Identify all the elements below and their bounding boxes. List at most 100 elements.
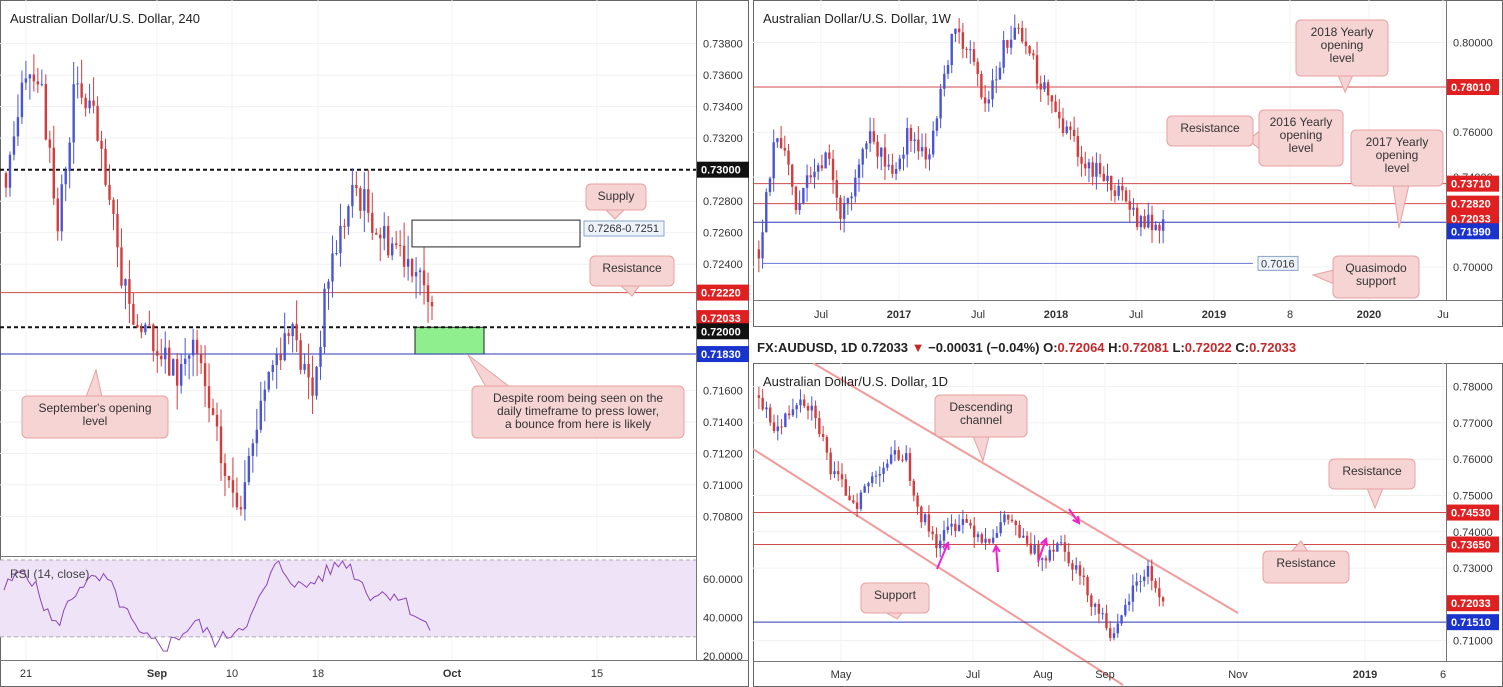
candle (1158, 577, 1161, 607)
candle-body (283, 333, 286, 361)
h4-chart-svg[interactable]: 0.7268-0.7251 RSI (14, close) 0.73800 0.7… (0, 0, 749, 687)
candle (829, 447, 832, 480)
candle-body (1098, 162, 1102, 174)
candle (1139, 214, 1143, 237)
candle (886, 459, 889, 471)
daily-chart-title: Australian Dollar/U.S. Dollar, 1D (763, 374, 948, 389)
daily-chart-panel[interactable]: 0.78000 0.77000 0.76000 0.75000 0.74000 0.730… (753, 363, 1503, 687)
infobar-close-label: C: (1235, 340, 1250, 355)
arrow-line (1037, 538, 1047, 563)
candle (227, 475, 231, 488)
candle-body (923, 514, 927, 523)
candle (1035, 41, 1039, 90)
candle-body (848, 495, 851, 501)
candle-body (957, 28, 961, 33)
candle (880, 147, 883, 171)
y-tick-label: 0.71000 (1453, 636, 1493, 648)
h4-chart-panel[interactable]: 0.7268-0.7251 RSI (14, close) 0.73800 0.7… (0, 0, 749, 687)
daily-chart-svg[interactable]: 0.78000 0.77000 0.76000 0.75000 0.74000 0.730… (753, 363, 1503, 687)
candle-body (1113, 190, 1117, 196)
candle-body (942, 530, 946, 541)
candle (854, 169, 857, 203)
rsi-line (3, 559, 431, 652)
candle-body (339, 225, 342, 254)
candle (805, 164, 809, 202)
candle-body (854, 177, 857, 197)
candle-body (315, 366, 318, 396)
candle-body (60, 184, 63, 232)
candle (327, 278, 330, 310)
candle-body (794, 186, 798, 210)
candle (414, 257, 418, 299)
candle-body (839, 197, 842, 219)
price-tag-blue: 0.71510 (1447, 614, 1499, 631)
rsi-label: RSI (14, close) (10, 567, 89, 581)
candle-body (207, 386, 211, 409)
candle-body (80, 83, 83, 98)
candle-body (1082, 575, 1085, 578)
candle (72, 61, 75, 164)
candle-body (398, 245, 402, 247)
candle (835, 170, 838, 211)
candle (1112, 627, 1116, 641)
candle (787, 143, 790, 176)
candle-body (1091, 162, 1094, 177)
candle-body (1021, 28, 1024, 42)
price-tag-red: 0.72033 (697, 310, 749, 327)
candle-body (96, 105, 99, 141)
candle-body (1050, 95, 1054, 102)
candle-body (36, 81, 40, 85)
rsi-band (0, 560, 696, 637)
candle (1086, 574, 1089, 603)
candle-body (857, 164, 861, 178)
candle (8, 151, 12, 197)
candle-body (335, 253, 338, 255)
candle (902, 146, 905, 171)
candle (1037, 540, 1040, 567)
candle (1150, 559, 1153, 591)
candle (784, 412, 787, 428)
candle-body (965, 48, 968, 50)
candle (311, 355, 314, 414)
candle (946, 517, 949, 534)
candle (916, 492, 919, 515)
price-tag-label: 0.72220 (701, 288, 741, 300)
candle-body (383, 226, 386, 239)
candle-body (829, 452, 832, 475)
candle (1128, 189, 1131, 223)
candle (972, 41, 976, 66)
candle (20, 70, 24, 124)
candle (923, 512, 927, 526)
candle-body (840, 474, 844, 480)
candle (840, 463, 844, 488)
candle (1127, 593, 1131, 612)
candle (772, 129, 775, 192)
callout-box (1295, 19, 1389, 77)
x-tick-label: 6 (1440, 669, 1446, 681)
callout-text: level (83, 414, 108, 428)
candle-body (931, 531, 934, 535)
callout-box (860, 582, 930, 614)
callout-text: Resistance (1180, 121, 1240, 135)
candle (867, 481, 870, 494)
candle-body (916, 495, 919, 507)
candle-body (1063, 542, 1067, 552)
candle (1135, 572, 1138, 592)
infobar-low-label: L: (1172, 340, 1185, 355)
candle (84, 93, 87, 117)
candle (1143, 209, 1146, 230)
arrow-line (995, 545, 999, 573)
candle-body (835, 180, 838, 198)
candle-body (1116, 623, 1119, 634)
candle (199, 344, 203, 375)
price-tag-label: 0.73000 (701, 165, 741, 177)
candle (394, 230, 398, 250)
candle-body (100, 140, 103, 149)
candle (375, 228, 378, 235)
candle (28, 73, 32, 100)
candle-body (179, 363, 183, 386)
candle (935, 115, 939, 137)
